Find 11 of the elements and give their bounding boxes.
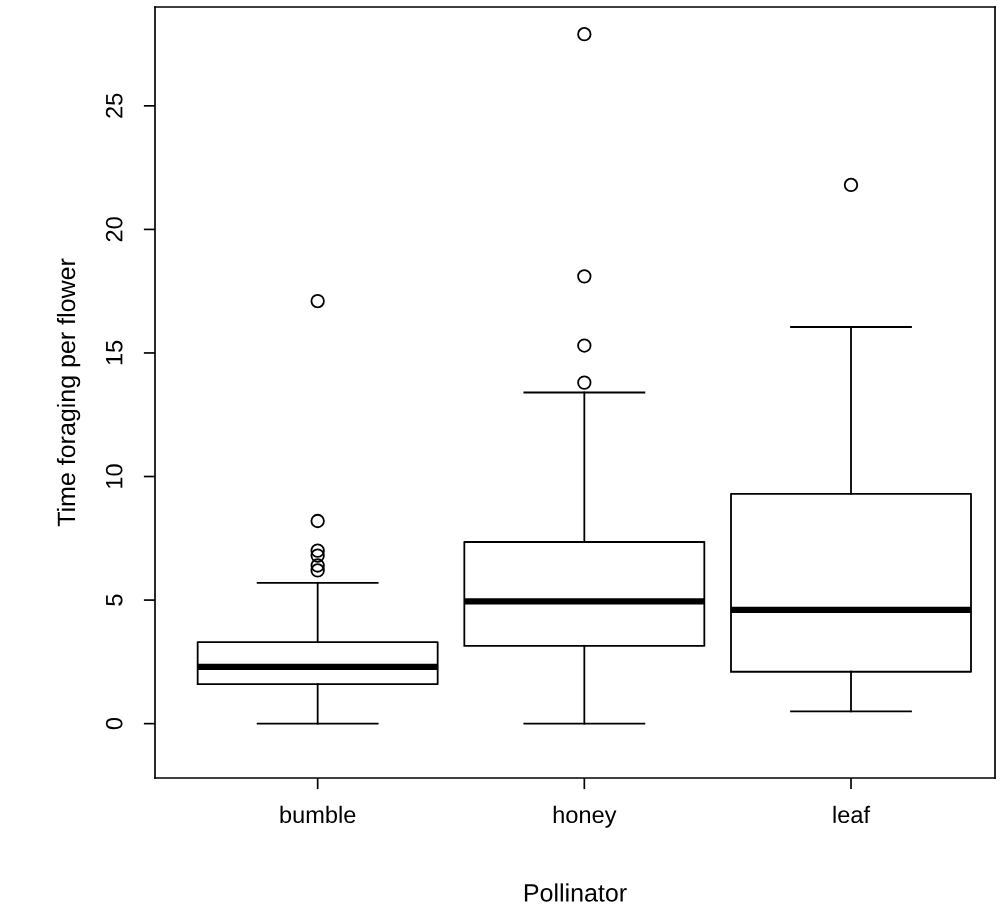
- y-tick-label: 10: [105, 464, 123, 488]
- y-tick-label: 20: [105, 217, 123, 242]
- y-tick-label: 25: [105, 93, 123, 118]
- y-tick-label: 5: [106, 594, 123, 606]
- y-tick-label: 0: [105, 717, 123, 730]
- x-axis-title: Pollinator: [524, 883, 627, 902]
- y-axis-title: Time foraging per flower: [56, 258, 81, 527]
- x-tick-label: bumble: [280, 805, 356, 824]
- y-tick-label: 15: [106, 340, 123, 365]
- x-tick-label: leaf: [833, 805, 871, 824]
- x-tick-label: honey: [553, 805, 617, 828]
